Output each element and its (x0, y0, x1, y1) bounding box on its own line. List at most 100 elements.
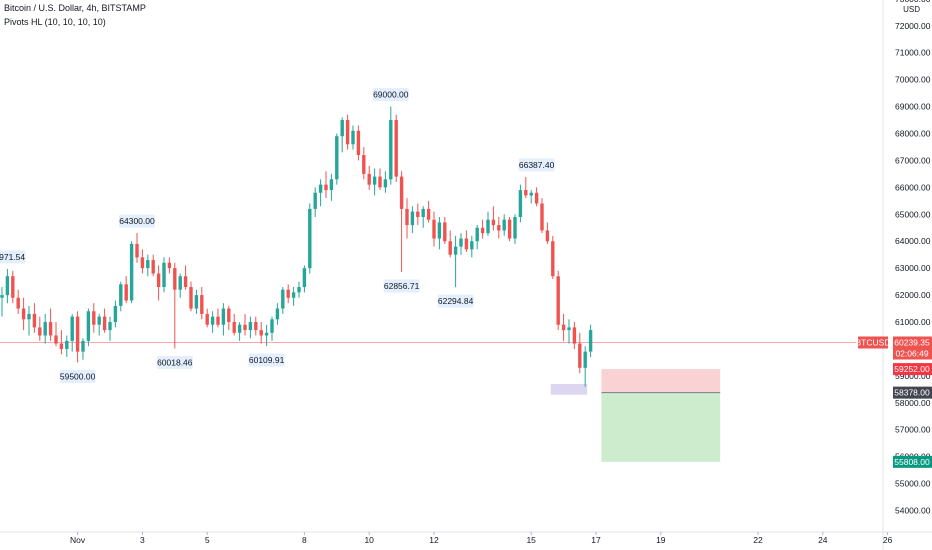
candle-body (48, 322, 53, 336)
x-tick-label: 8 (302, 535, 307, 545)
pivot-high-label: 62971.54 (0, 252, 25, 262)
candle-body (173, 268, 177, 290)
candle-body (281, 289, 285, 309)
y-tick-label: 66000.00 (895, 182, 931, 192)
pivot-low-label: 60109.91 (249, 355, 285, 365)
candle-body (210, 316, 215, 325)
candle-body (534, 192, 539, 204)
candle-body (356, 130, 361, 156)
pivot-high-label: 66387.40 (519, 160, 555, 170)
chart-title: Bitcoin / U.S. Dollar, 4h, BITSTAMP (4, 3, 146, 13)
x-tick-label: 10 (364, 535, 374, 545)
y-tick-label: 67000.00 (895, 155, 931, 165)
candle-body (38, 327, 42, 336)
candle-body (162, 262, 166, 288)
currency-label[interactable]: USD (903, 5, 920, 14)
candle-body (324, 184, 328, 191)
candle-body (59, 343, 64, 349)
y-tick-label: 62000.00 (895, 290, 931, 300)
candle-body (27, 313, 31, 320)
y-tick-label: 63000.00 (895, 263, 931, 273)
symbol-tag (858, 336, 888, 349)
y-tick-label: 61000.00 (895, 317, 931, 327)
y-tick-label: 55000.00 (895, 479, 931, 489)
candle-body (92, 311, 96, 325)
candle-body (183, 276, 188, 288)
candle-body (124, 284, 128, 301)
y-tick-label: 65000.00 (895, 209, 931, 219)
entry-price-value: 58378.00 (894, 388, 930, 398)
candle-body (167, 262, 172, 269)
candle-body (432, 219, 436, 239)
indicator-title[interactable]: Pivots HL (10, 10, 10, 10) (4, 17, 106, 27)
candle-body (108, 322, 112, 331)
x-tick-label: 19 (656, 535, 666, 545)
candle-body (497, 225, 501, 231)
y-tick-label: 59000.00 (895, 371, 931, 381)
target-price-tag (893, 455, 932, 468)
last-price-tag (893, 336, 932, 360)
candle-body (302, 268, 307, 288)
candle-body (367, 173, 371, 185)
x-tick-label: 24 (818, 535, 828, 545)
candle-body (86, 311, 91, 341)
candle-body (205, 313, 209, 325)
y-tick-label: 70000.00 (895, 75, 931, 85)
candle-body (275, 308, 280, 320)
candle-body (237, 324, 242, 333)
candle-body (329, 179, 334, 191)
stop-loss-zone (601, 369, 721, 393)
candle-body (345, 120, 350, 145)
candle-body (551, 241, 555, 277)
candle-body (297, 287, 301, 293)
candle-body (189, 287, 193, 309)
entry-price-tag (893, 386, 932, 399)
candle-body (572, 327, 577, 344)
candle-body (443, 222, 447, 242)
candle-body (232, 322, 236, 333)
target-price-value: 55808.00 (894, 457, 930, 467)
candle-body (578, 343, 582, 368)
candle-body (351, 130, 355, 145)
pivot-low-label: 60018.46 (157, 357, 193, 367)
candle-body (313, 192, 317, 209)
candle-body (11, 276, 15, 298)
candle-body (200, 295, 204, 314)
candle-body (259, 330, 263, 336)
candle-body (248, 322, 253, 331)
pivot-high-box (119, 214, 155, 228)
candle-body (507, 219, 512, 239)
candle-body (416, 211, 420, 217)
candle-body (470, 241, 474, 250)
y-tick-label: 54000.00 (895, 506, 931, 516)
pivot-low-box (248, 353, 285, 367)
pivot-high-box (372, 88, 409, 102)
x-tick-label: 3 (140, 535, 145, 545)
candle-body (308, 208, 312, 269)
candle-body (102, 316, 107, 331)
candle-body (540, 203, 544, 231)
candle-body (518, 190, 523, 217)
candle-body (5, 276, 10, 296)
candle-body (561, 324, 566, 331)
candle-body (318, 184, 323, 193)
candle-body (556, 276, 560, 325)
candle-body (335, 136, 339, 180)
candle-body (97, 316, 101, 325)
pivot-high-box (0, 250, 26, 264)
candle-body (227, 308, 231, 323)
candle-body (65, 340, 69, 349)
candle-body (389, 120, 393, 180)
candle-body (221, 308, 226, 325)
candle-body (491, 219, 496, 226)
candle-body (421, 208, 425, 217)
candle-body (129, 243, 134, 301)
candle-body (340, 120, 344, 137)
candle-body (113, 305, 118, 323)
candle-body (513, 216, 517, 239)
candle-body (545, 230, 550, 242)
stop-price-value: 59252.00 (894, 364, 930, 374)
y-tick-label: 73000.00 (895, 0, 931, 4)
candle-body (291, 292, 296, 298)
